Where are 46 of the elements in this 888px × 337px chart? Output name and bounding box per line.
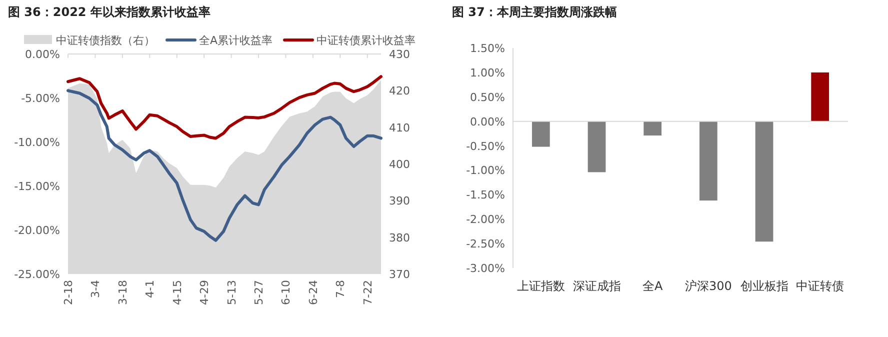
- y-tick-label: -1.00%: [466, 164, 505, 178]
- chart-title: 图 36：2022 年以来指数累计收益率: [8, 5, 210, 19]
- y-tick-label: -0.50%: [466, 140, 505, 153]
- y-tick-label: 1.50%: [470, 42, 505, 55]
- x-tick-label: 4-29: [198, 280, 212, 305]
- y-tick-label: 0.50%: [470, 90, 505, 104]
- y-tick-label: -20.00%: [14, 224, 60, 237]
- x-tick-label: 2-18: [62, 280, 75, 305]
- legend-label: 中证转债指数（右）: [56, 34, 155, 47]
- y-tick-label: -5.00%: [21, 92, 60, 105]
- x-tick-label: 7-22: [361, 280, 374, 305]
- x-tick-label: 沪深300: [684, 279, 732, 293]
- x-tick-label: 3-4: [89, 280, 102, 298]
- x-tick-label: 中证转债: [796, 279, 844, 293]
- x-tick-label: 7-8: [334, 280, 348, 298]
- y-tick-label: 0.00%: [470, 115, 505, 128]
- y2-tick-label: 410: [389, 121, 410, 134]
- x-tick-label: 4-15: [170, 280, 184, 305]
- y-tick-label: 1.00%: [470, 66, 505, 80]
- y2-tick-label: 370: [389, 268, 410, 281]
- y2-tick-label: 390: [389, 194, 410, 208]
- chart-title: 图 37：本周主要指数周涨跌幅: [452, 5, 617, 19]
- y-tick-label: 0.00%: [25, 48, 60, 61]
- x-tick-label: 6-24: [306, 280, 320, 305]
- y2-tick-label: 380: [389, 231, 410, 244]
- legend-label: 全A累计收益率: [199, 34, 273, 47]
- legend-label: 中证转债累计收益率: [316, 34, 416, 47]
- x-tick-label: 深证成指: [572, 279, 621, 293]
- y-tick-label: -3.00%: [466, 262, 505, 275]
- y2-tick-label: 430: [389, 48, 410, 61]
- y-tick-label: -2.50%: [466, 238, 505, 251]
- x-tick-label: 全A: [642, 279, 664, 293]
- y-tick-label: -2.00%: [466, 213, 505, 226]
- y-tick-label: -1.50%: [466, 188, 505, 202]
- x-tick-label: 上证指数: [516, 279, 565, 293]
- y2-tick-label: 400: [389, 158, 410, 171]
- x-tick-label: 5-27: [252, 280, 266, 305]
- x-tick-label: 4-1: [144, 280, 157, 298]
- y2-tick-label: 420: [389, 84, 410, 98]
- y-tick-label: -10.00%: [14, 136, 60, 149]
- x-tick-label: 5-13: [225, 280, 238, 305]
- x-tick-label: 3-18: [116, 280, 130, 305]
- y-tick-label: -25.00%: [14, 268, 60, 281]
- y-tick-label: -15.00%: [14, 180, 60, 193]
- x-tick-label: 6-10: [280, 280, 293, 305]
- x-tick-label: 创业板指: [740, 279, 788, 293]
